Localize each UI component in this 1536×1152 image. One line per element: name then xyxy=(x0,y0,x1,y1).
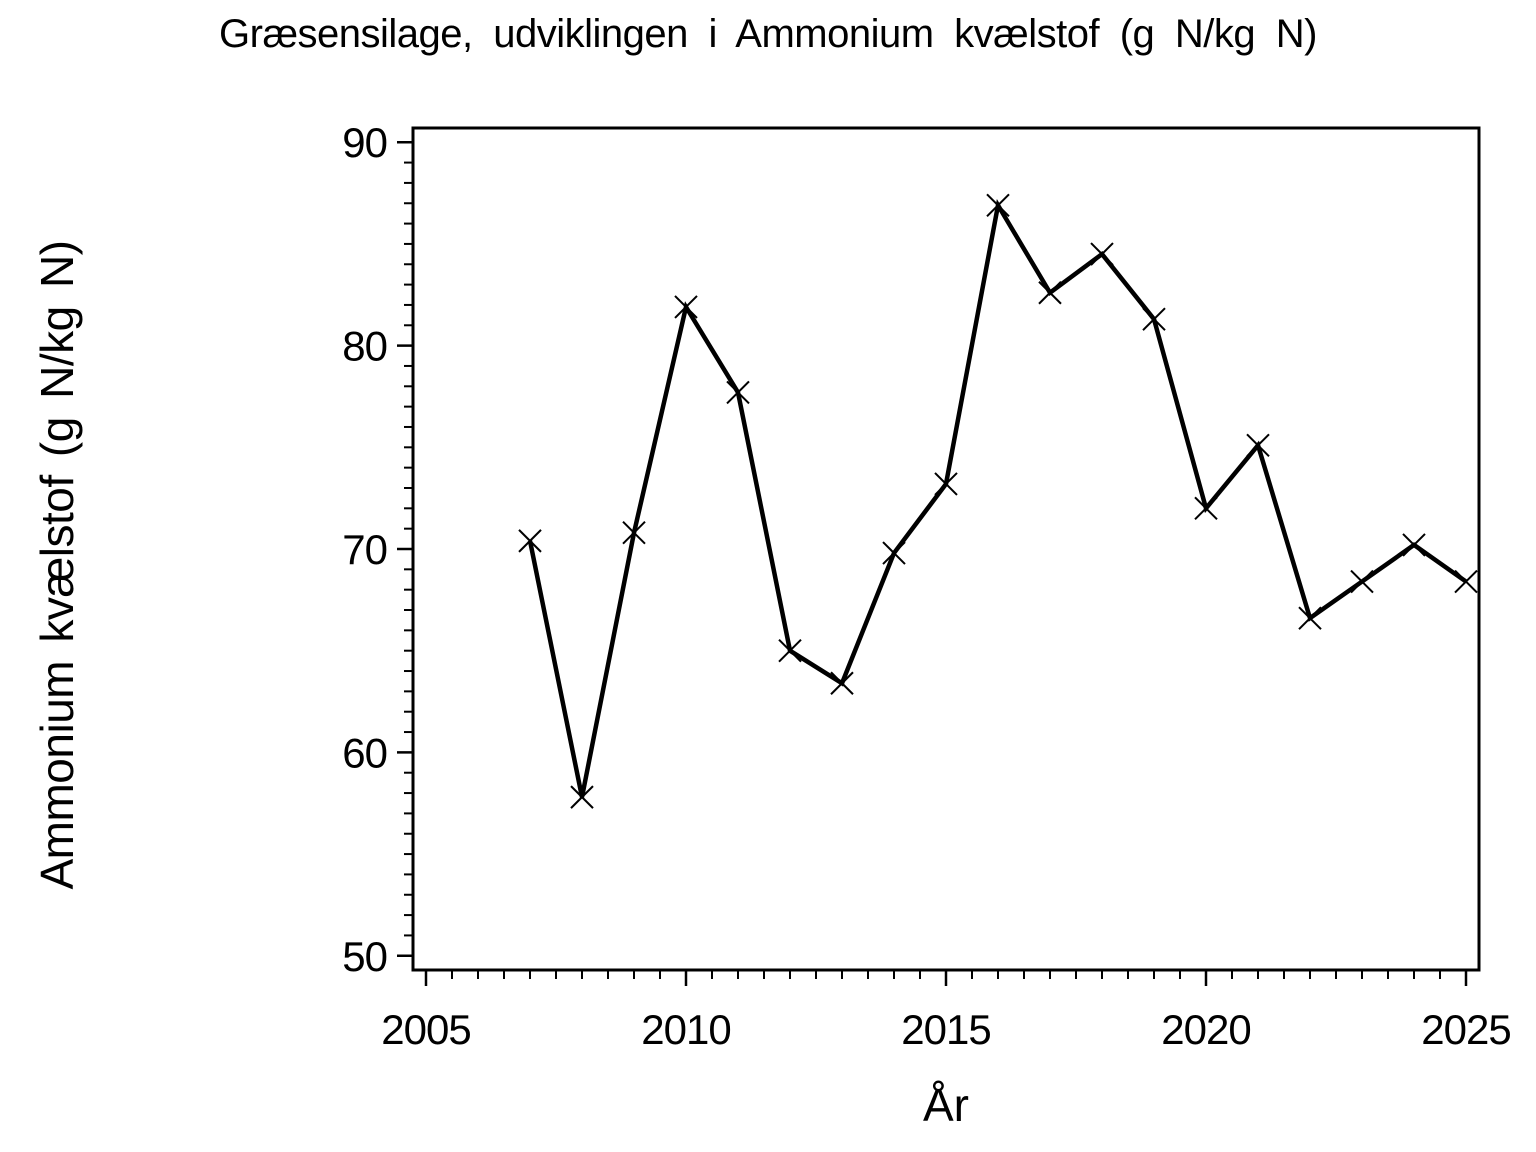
data-point-marker xyxy=(1298,606,1322,630)
data-point-marker xyxy=(518,529,542,553)
data-line xyxy=(527,199,1468,798)
x-tick-label: 2020 xyxy=(1161,1006,1250,1053)
data-point-marker xyxy=(1194,496,1218,521)
data-point-marker xyxy=(1090,242,1114,266)
data-point-marker xyxy=(986,193,1010,217)
data-point-marker xyxy=(1454,569,1478,594)
chart-title: Græsensilage, udviklingen i Ammonium kvæ… xyxy=(219,12,1317,56)
y-tick-label: 80 xyxy=(342,323,387,370)
data-point-marker xyxy=(674,295,698,319)
data-point-marker xyxy=(1142,307,1166,331)
y-tick-label: 60 xyxy=(342,729,387,776)
data-point-marker xyxy=(934,472,958,496)
x-tick-label: 2010 xyxy=(641,1006,730,1053)
x-tick-label: 2025 xyxy=(1421,1006,1510,1053)
data-point-marker xyxy=(1350,569,1374,594)
data-point-marker xyxy=(882,541,906,565)
data-point-marker xyxy=(570,785,594,809)
data-point-marker xyxy=(622,521,646,545)
data-point-marker xyxy=(830,671,854,695)
data-point-marker xyxy=(1246,433,1270,457)
x-axis-label: År xyxy=(923,1079,969,1131)
data-point-marker xyxy=(1402,533,1426,557)
y-tick-label: 50 xyxy=(342,933,387,980)
data-point-marker xyxy=(1038,281,1062,305)
x-tick-label: 2005 xyxy=(381,1006,470,1053)
data-point-marker xyxy=(778,638,802,663)
data-point-marker xyxy=(726,380,750,405)
x-tick-label: 2015 xyxy=(901,1006,990,1053)
y-tick-label: 70 xyxy=(342,526,387,573)
y-tick-label: 90 xyxy=(342,119,387,166)
plot-frame xyxy=(411,126,1481,972)
